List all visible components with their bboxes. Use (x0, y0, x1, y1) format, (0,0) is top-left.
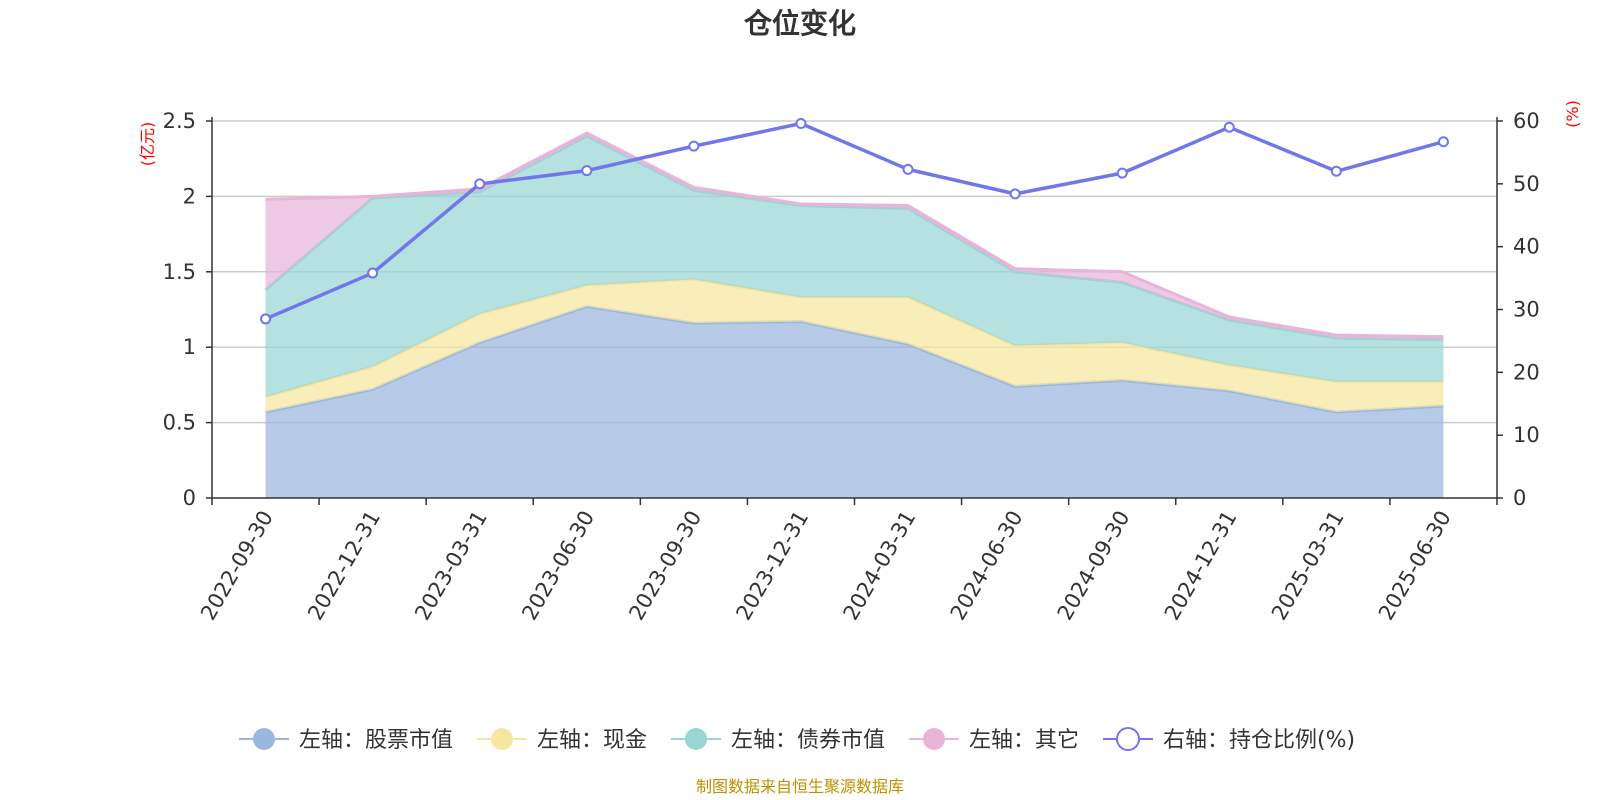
position-ratio-point (1223, 121, 1235, 133)
area-series-1 (265, 306, 1444, 498)
right-axis-tick-label: 0 (1513, 486, 1526, 510)
legend-label: 右轴：持仓比例(%) (1163, 728, 1355, 753)
stacked-areas (264, 131, 1444, 498)
right-axis-tick-label: 40 (1513, 235, 1540, 259)
legend-marker (253, 728, 275, 750)
position-ratio-point (260, 313, 272, 325)
legend-marker (1116, 727, 1140, 751)
x-axis-label: 2022-12-31 (303, 507, 385, 625)
position-ratio-point (795, 118, 807, 130)
position-ratio-polyline (264, 121, 1444, 321)
left-axis-tick-label: 2 (183, 184, 196, 208)
position-ratio-point (688, 140, 700, 152)
right-axis-tick-label: 10 (1513, 423, 1540, 447)
legend-item: 右轴：持仓比例(%) (1103, 727, 1355, 753)
x-axis-label: 2024-03-31 (839, 507, 921, 625)
data-source-note: 制图数据来自恒生聚源数据库 (696, 777, 904, 796)
legend-item: 左轴：其它 (909, 728, 1079, 753)
position-ratio-point (1116, 167, 1128, 179)
x-axis-label: 2023-12-31 (731, 507, 813, 625)
left-axis-tick-label: 1.5 (163, 260, 196, 284)
area-series-4-edge (265, 131, 1444, 339)
x-axis-label: 2022-09-30 (196, 507, 278, 625)
legend-marker (491, 728, 513, 750)
position-ratio-line (260, 118, 1449, 325)
area-series-3 (265, 136, 1444, 397)
left-axis-tick-label: 2.5 (163, 109, 196, 133)
x-axis-label: 2024-12-31 (1160, 507, 1242, 625)
position-ratio-point (1330, 165, 1342, 177)
x-axis-label: 2023-06-30 (517, 507, 599, 625)
left-axis-tick-label: 0 (183, 486, 196, 510)
legend-label: 左轴：其它 (969, 728, 1079, 753)
position-ratio-point (367, 267, 379, 279)
left-axis-unit: (亿元) (138, 122, 157, 167)
right-axis-unit: (%) (1563, 100, 1582, 128)
position-ratio-point (1009, 188, 1021, 200)
legend-label: 左轴：债券市值 (731, 728, 885, 753)
x-axis-label: 2024-06-30 (946, 507, 1028, 625)
legend: 左轴：股票市值 左轴：现金 左轴：债券市值 左轴：其它 右轴：持仓比例(%) (239, 727, 1355, 753)
area-series-2 (265, 279, 1444, 413)
legend-item: 左轴：现金 (477, 728, 647, 753)
position-ratio-point (902, 163, 914, 175)
x-axis-label: 2025-03-31 (1267, 507, 1349, 625)
right-axis-tick-label: 60 (1513, 109, 1540, 133)
area-series-4 (265, 133, 1444, 340)
legend-marker (923, 728, 945, 750)
x-axis-label: 2024-09-30 (1053, 507, 1135, 625)
legend-item: 左轴：债券市值 (671, 728, 885, 753)
right-axis-tick-label: 50 (1513, 172, 1540, 196)
x-axis-label: 2023-03-31 (410, 507, 492, 625)
x-axis-label: 2023-09-30 (624, 507, 706, 625)
right-axis-tick-label: 30 (1513, 298, 1540, 322)
left-axis-tick-label: 1 (183, 335, 196, 359)
position-ratio-point (581, 165, 593, 177)
x-axis-label: 2025-06-30 (1374, 507, 1456, 625)
position-ratio-point (474, 178, 486, 190)
position-ratio-point (1437, 136, 1449, 148)
legend-item: 左轴：股票市值 (239, 728, 453, 753)
legend-marker (685, 728, 707, 750)
right-axis-tick-label: 20 (1513, 360, 1540, 384)
chart-title: 仓位变化 (744, 7, 856, 40)
left-axis-tick-label: 0.5 (163, 411, 196, 435)
legend-label: 左轴：股票市值 (299, 728, 453, 753)
legend-label: 左轴：现金 (537, 728, 647, 753)
